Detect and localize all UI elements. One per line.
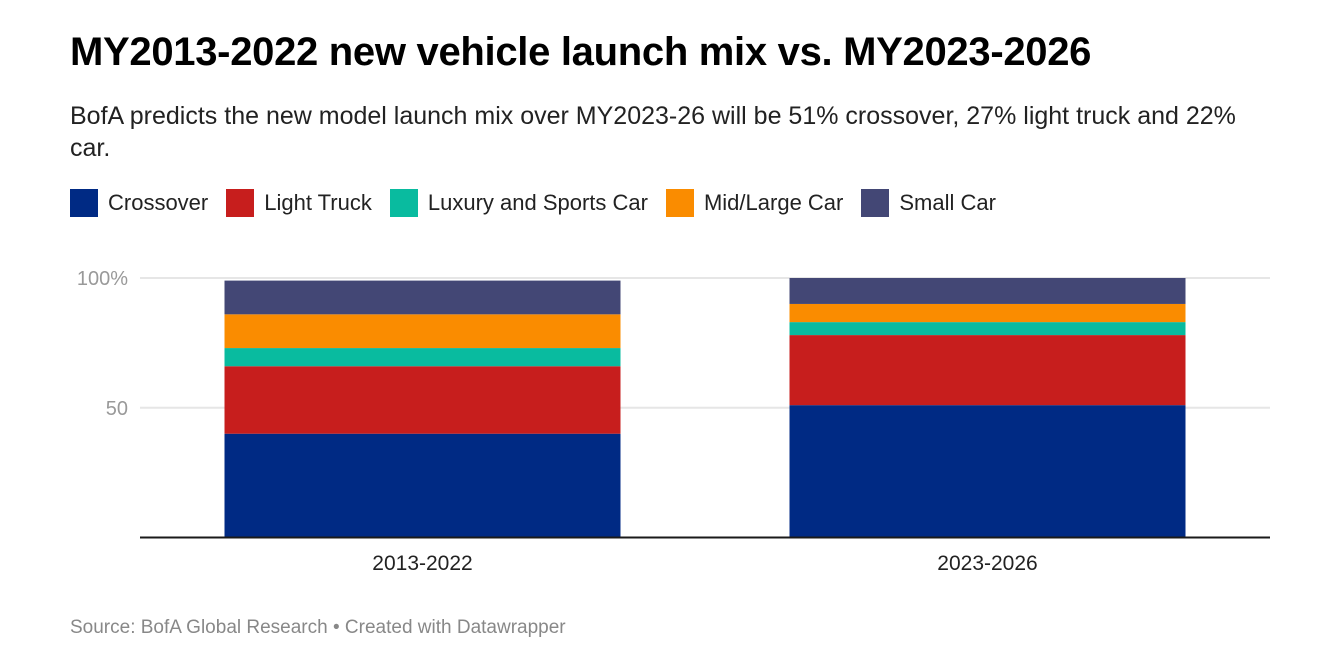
legend-item: Luxury and Sports Car: [389, 189, 648, 217]
credit-link[interactable]: Created with Datawrapper: [344, 617, 566, 638]
bar-segment-mid-large-car: [789, 303, 1186, 323]
legend-swatch: [70, 189, 98, 217]
legend-item: Light Truck: [226, 189, 372, 217]
legend-label: Mid/Large Car: [703, 190, 844, 215]
legend-swatch: [665, 189, 694, 217]
footer: Source: BofA Global Research • Created w…: [70, 617, 566, 639]
bar-segment-small-car: [224, 280, 621, 315]
legend-swatch: [226, 189, 255, 217]
legend-item: Mid/Large Car: [665, 189, 844, 217]
chart-title: MY2013-2022 new vehicle launch mix vs. M…: [70, 30, 1092, 74]
chart-subtitle: BofA predicts the new model launch mix o…: [70, 102, 1236, 162]
x-tick-label: 2023-2026: [937, 552, 1037, 575]
x-tick-label: 2013-2022: [372, 552, 472, 575]
bar-segment-light-truck: [789, 335, 1186, 406]
legend-label: Luxury and Sports Car: [427, 190, 648, 215]
bar-segment-luxury-and-sports-car: [789, 322, 1186, 336]
bar-segment-mid-large-car: [224, 314, 621, 349]
bar-segment-small-car: [789, 278, 1186, 304]
y-tick-label: 50: [106, 398, 128, 420]
legend: Crossover Light Truck Luxury and Sports Ca…: [70, 189, 996, 217]
legend-label: Crossover: [108, 190, 209, 215]
legend-swatch: [389, 189, 418, 217]
y-tick-label: 100%: [77, 268, 128, 290]
bar-segment-light-truck: [224, 366, 621, 434]
footer-separator: •: [327, 617, 345, 638]
bar-segment-crossover: [224, 433, 621, 538]
legend-label: Small Car: [899, 190, 996, 215]
legend-item: Small Car: [861, 189, 996, 217]
bar-segment-luxury-and-sports-car: [224, 348, 621, 367]
legend-item: Crossover: [70, 189, 208, 217]
legend-label: Light Truck: [264, 190, 372, 215]
source-note: Source: BofA Global Research: [70, 617, 328, 638]
legend-swatch: [861, 189, 890, 217]
bar-segment-crossover: [789, 405, 1186, 538]
